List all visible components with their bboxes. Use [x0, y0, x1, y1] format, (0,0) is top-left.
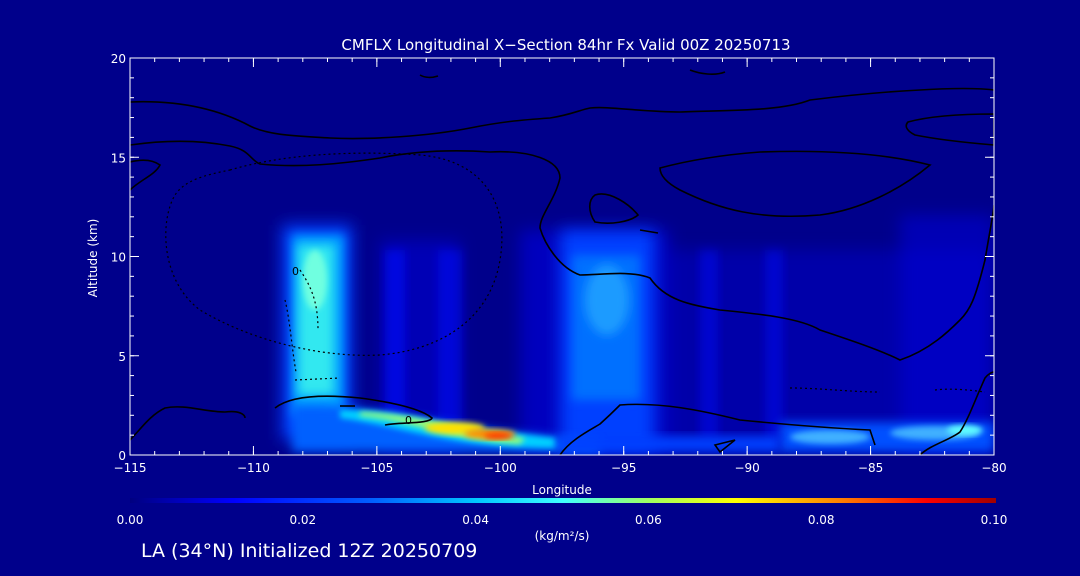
- contours-dotted: [165, 152, 986, 393]
- colorbar-label: (kg/m²/s): [535, 529, 590, 543]
- y-tick-label: 15: [111, 151, 126, 165]
- contour-line: [659, 150, 932, 218]
- flux-column-faint: [900, 215, 994, 455]
- contour-label: 0: [405, 414, 412, 427]
- footer-label: LA (34°N) Initialized 12Z 20250709: [141, 540, 478, 562]
- flux-field: [282, 215, 994, 455]
- y-axis: 0 5 10 15 20: [111, 52, 994, 463]
- contour-line: [689, 69, 726, 75]
- flux-column-faint: [700, 250, 718, 440]
- colorbar-tick-label: 0.06: [635, 513, 662, 527]
- contour-line: [130, 87, 994, 140]
- flux-lowlevel-east: [947, 425, 983, 435]
- y-tick-label: 20: [111, 52, 126, 66]
- contour-dotted: [299, 269, 319, 331]
- contour-line: [919, 371, 994, 455]
- x-tick-label: −85: [858, 461, 883, 475]
- y-tick-label: 0: [118, 449, 126, 463]
- y-tick-label: 10: [111, 251, 126, 265]
- y-axis-label: Altitude (km): [86, 219, 100, 298]
- colorbar-tick-label: 0.08: [808, 513, 835, 527]
- colorbar-tick-label: 0.04: [462, 513, 489, 527]
- x-tick-label: −95: [611, 461, 636, 475]
- contour-line: [419, 74, 439, 79]
- colorbar-tick-label: 0.10: [981, 513, 1008, 527]
- contour-label: 0: [292, 265, 299, 278]
- x-tick-label: −115: [114, 461, 147, 475]
- flux-column-faint: [438, 250, 462, 430]
- contour-line: [905, 113, 994, 146]
- flux-peak: [484, 433, 512, 439]
- x-axis: −115 −110 −105 −100 −95 −90 −85 −80: [114, 58, 1007, 475]
- flux-column-faint: [765, 250, 783, 440]
- x-tick-label: −100: [484, 461, 517, 475]
- x-axis-label: Longitude: [532, 483, 592, 497]
- colorbar-tick-label: 0.00: [117, 513, 144, 527]
- contour-line: [274, 395, 433, 426]
- contour-dotted: [165, 152, 503, 356]
- x-tick-label: −90: [734, 461, 759, 475]
- colorbar: [130, 498, 996, 503]
- colorbar-ticks: 0.00 0.02 0.04 0.06 0.08 0.10: [117, 513, 1008, 527]
- contour-line: [588, 193, 640, 224]
- x-tick-label: −105: [360, 461, 393, 475]
- flux-column-central-core: [585, 265, 629, 335]
- contour-line: [130, 140, 994, 361]
- contour-line: [130, 406, 246, 441]
- flux-column-west-core: [303, 250, 327, 310]
- x-tick-label: −110: [237, 461, 270, 475]
- flux-lowlevel-east: [790, 430, 870, 444]
- contour-line: [130, 159, 162, 191]
- contour-line: [559, 403, 876, 455]
- colorbar-tick-label: 0.02: [289, 513, 316, 527]
- contour-line: [713, 439, 736, 454]
- y-tick-label: 5: [118, 350, 126, 364]
- chart-title: CMFLX Longitudinal X−Section 84hr Fx Val…: [341, 36, 790, 54]
- flux-column-faint: [385, 250, 405, 430]
- contour-dotted: [284, 299, 297, 373]
- contour-dotted: [934, 388, 986, 393]
- contours: [130, 69, 994, 455]
- contour-dotted: [789, 387, 881, 393]
- x-tick-label: −80: [981, 461, 1006, 475]
- contour-line: [639, 229, 659, 234]
